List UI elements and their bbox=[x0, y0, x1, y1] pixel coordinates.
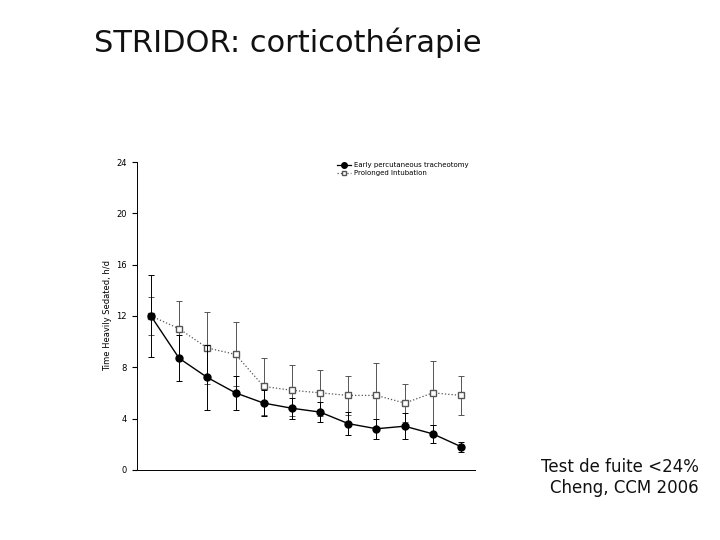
Text: STRIDOR: corticothérapie: STRIDOR: corticothérapie bbox=[94, 27, 481, 57]
Legend: Early percutaneous tracheotomy, Prolonged Intubation: Early percutaneous tracheotomy, Prolonge… bbox=[334, 159, 472, 179]
Y-axis label: Time Heavily Sedated, h/d: Time Heavily Sedated, h/d bbox=[103, 260, 112, 372]
Text: Test de fuite <24%
Cheng, CCM 2006: Test de fuite <24% Cheng, CCM 2006 bbox=[541, 458, 698, 497]
